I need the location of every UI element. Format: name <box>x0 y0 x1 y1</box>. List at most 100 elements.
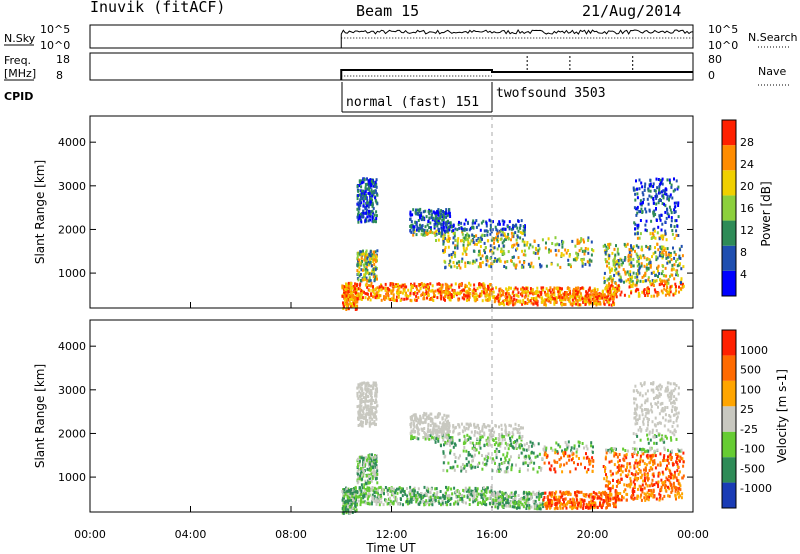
range-cell <box>643 256 646 260</box>
range-cell <box>582 493 585 497</box>
range-cell <box>634 227 636 231</box>
range-cell <box>431 503 434 507</box>
range-cell <box>410 286 413 290</box>
range-cell <box>403 297 406 301</box>
range-cell <box>372 290 375 294</box>
range-cell <box>648 495 650 499</box>
range-cell <box>616 247 619 251</box>
range-cell <box>442 249 444 253</box>
range-cell <box>371 289 374 292</box>
range-cell <box>665 256 668 260</box>
range-cell <box>503 299 506 302</box>
range-cell <box>506 501 509 505</box>
range-cell <box>450 265 453 269</box>
range-cell <box>501 435 504 439</box>
range-cell <box>547 498 550 502</box>
range-cell <box>444 432 447 436</box>
range-cell <box>579 498 582 502</box>
range-cell <box>579 292 582 296</box>
range-cell <box>452 241 455 245</box>
range-cell <box>370 272 373 276</box>
range-cell <box>635 179 637 183</box>
range-cell <box>639 495 642 499</box>
range-cell <box>448 429 451 433</box>
range-cell <box>442 427 445 431</box>
range-cell <box>483 488 486 492</box>
freq-unit: [MHz] <box>4 67 36 80</box>
range-cell <box>491 228 494 232</box>
range-cell <box>644 279 647 283</box>
range-cell <box>521 263 524 267</box>
range-cell <box>673 250 676 254</box>
range-cell <box>607 277 610 281</box>
range-cell <box>448 263 451 267</box>
range-cell <box>609 268 612 272</box>
range-cell <box>665 476 668 480</box>
range-cell <box>466 298 468 302</box>
range-cell <box>530 289 533 293</box>
range-cell <box>496 247 499 251</box>
range-cell <box>452 236 455 240</box>
range-cell <box>358 390 361 394</box>
range-cell <box>546 298 549 302</box>
range-cell <box>544 290 546 294</box>
range-cell <box>423 233 426 237</box>
range-cell <box>673 225 676 229</box>
range-cell <box>377 293 380 297</box>
range-cell <box>538 247 541 251</box>
range-cell <box>507 292 510 296</box>
range-cell <box>446 442 449 446</box>
range-cell <box>564 491 567 495</box>
range-cell <box>452 291 455 295</box>
range-cell <box>471 494 474 498</box>
range-cell <box>483 291 486 295</box>
range-cell <box>457 298 460 302</box>
range-cell <box>423 297 426 301</box>
range-cell <box>453 502 455 506</box>
range-cell <box>375 291 378 295</box>
range-cell <box>665 288 668 292</box>
range-cell <box>370 457 373 461</box>
range-cell <box>548 506 551 510</box>
range-cell <box>364 296 367 300</box>
range-cell <box>542 502 545 506</box>
range-cell <box>648 288 650 291</box>
colorbar-swatch <box>722 120 736 146</box>
range-cell <box>490 489 493 493</box>
range-cell <box>434 498 437 502</box>
range-cell <box>358 486 361 490</box>
range-cell <box>374 256 377 259</box>
range-cell <box>455 293 458 297</box>
range-cell <box>368 476 371 480</box>
range-cell <box>457 490 460 494</box>
range-cell <box>554 297 556 301</box>
range-cell <box>662 193 665 197</box>
range-cell <box>665 484 667 488</box>
range-cell <box>413 435 416 439</box>
range-cell <box>679 262 681 266</box>
range-cell <box>671 229 674 233</box>
range-cell <box>347 297 350 301</box>
range-cell <box>547 495 549 499</box>
range-cell <box>628 285 631 289</box>
range-cell <box>611 267 613 271</box>
freq-line <box>340 69 693 80</box>
range-cell <box>626 465 628 469</box>
range-cell <box>460 282 463 286</box>
range-cell <box>670 458 673 461</box>
range-cell <box>613 454 616 458</box>
range-cell <box>489 223 492 227</box>
range-cell <box>359 455 362 459</box>
range-cell <box>560 252 563 255</box>
range-cell <box>420 232 423 236</box>
range-cell <box>364 182 367 186</box>
range-cell <box>652 270 655 274</box>
range-cell <box>559 504 561 508</box>
colorbar-swatch <box>722 220 736 246</box>
range-cell <box>475 489 478 493</box>
range-cell <box>467 438 470 442</box>
range-cell <box>608 254 611 258</box>
range-cell <box>520 265 523 269</box>
range-cell <box>590 289 593 293</box>
range-cell <box>677 273 679 277</box>
